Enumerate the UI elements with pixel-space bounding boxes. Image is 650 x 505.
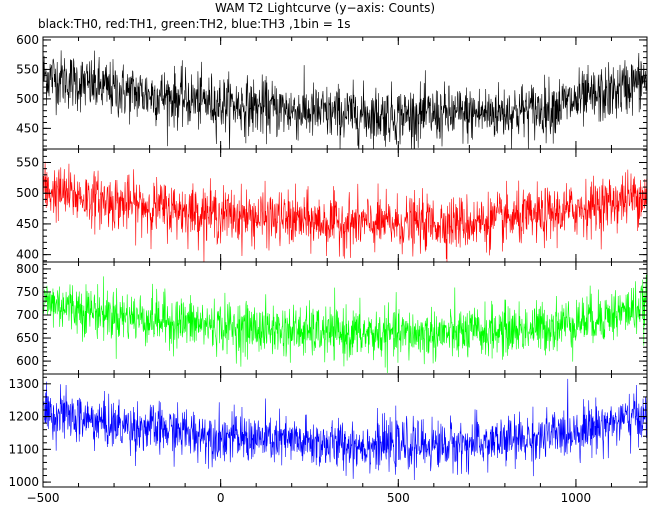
y-tick-label: 1200 (8, 410, 39, 424)
y-tick-label: 650 (16, 331, 39, 345)
y-tick-label: 450 (16, 217, 39, 231)
y-tick-label: 450 (16, 121, 39, 135)
y-tick-label: 600 (16, 354, 39, 368)
panel-frame-TH0 (42, 36, 648, 150)
series-line-TH3 (43, 378, 647, 480)
panel-frame-TH3 (42, 373, 648, 488)
y-tick-label: 500 (16, 92, 39, 106)
chart-title: WAM T2 Lightcurve (y−axis: Counts) (214, 1, 436, 15)
y-tick-label: 1000 (8, 475, 39, 489)
x-tick-label: 0 (217, 491, 225, 505)
chart-subtitle: black:TH0, red:TH1, green:TH2, blue:TH3 … (38, 17, 351, 31)
y-tick-label: 1100 (8, 442, 39, 456)
series-line-TH1 (43, 161, 647, 262)
series-line-TH0 (43, 50, 647, 149)
y-tick-label: 550 (16, 156, 39, 170)
y-tick-label: 600 (16, 33, 39, 47)
y-tick-label: 750 (16, 285, 39, 299)
y-tick-label: 400 (16, 248, 39, 262)
x-tick-label: 1000 (561, 491, 592, 505)
series-line-TH2 (43, 274, 647, 373)
y-tick-label: 1300 (8, 377, 39, 391)
x-tick-label: 500 (387, 491, 410, 505)
y-tick-label: 550 (16, 62, 39, 76)
x-tick-label: −500 (27, 491, 60, 505)
y-tick-label: 500 (16, 186, 39, 200)
y-tick-label: 800 (16, 262, 39, 276)
y-tick-label: 700 (16, 308, 39, 322)
